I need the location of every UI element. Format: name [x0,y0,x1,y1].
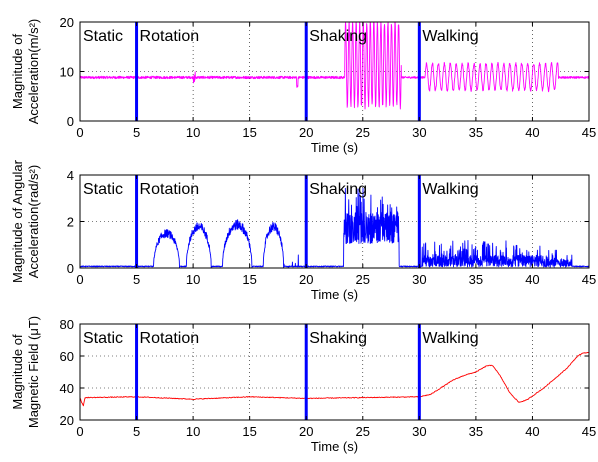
y-tick-label: 0 [67,114,74,129]
x-tick-label: 20 [299,125,313,140]
x-tick-label: 15 [242,125,256,140]
x-tick-label: 5 [133,272,140,287]
x-tick-label: 5 [133,125,140,140]
x-tick-label: 45 [582,424,596,439]
x-tick-label: 40 [525,424,539,439]
x-tick-label: 0 [76,125,83,140]
x-tick-label: 20 [299,272,313,287]
data-series-line [79,21,590,110]
panel-1: Static Rotation Shaking Walking 0 5 10 15 20 25 30… [10,15,596,155]
x-tick-label: 30 [412,272,426,287]
y-tick-label: 20 [60,413,74,428]
panel-3: Static Rotation Shaking Walking 0 5 10 15 20 25 30… [10,316,596,454]
x-tick-label: 40 [525,272,539,287]
x-tick-label: 30 [412,424,426,439]
x-tick-label: 10 [186,272,200,287]
x-tick-label: 0 [76,272,83,287]
y-axis-label: Acceleration(rad/s²) [26,165,41,278]
x-tick-label: 20 [299,424,313,439]
y-axis-label: Magnetic Field (μT) [26,316,41,428]
x-tick-label: 25 [356,424,370,439]
y-tick-label: 80 [60,317,74,332]
x-tick-label: 5 [133,424,140,439]
x-tick-label: 15 [242,424,256,439]
x-tick-label: 0 [76,424,83,439]
phase-label: Static [83,181,123,198]
x-tick-label: 35 [469,272,483,287]
y-axis-label: Acceleration(m/s²) [26,19,41,124]
y-tick-label: 20 [60,15,74,30]
x-axis-label: Time (s) [311,140,358,155]
x-tick-label: 10 [186,424,200,439]
y-tick-label: 10 [60,65,74,80]
x-tick-label: 25 [356,272,370,287]
y-tick-label: 2 [67,215,74,230]
y-tick-label: 0 [67,261,74,276]
y-axis-label: Magnitude of [10,34,25,110]
x-tick-label: 45 [582,272,596,287]
phase-label: Static [83,28,123,45]
phase-label: Walking [422,330,478,347]
data-series-line [79,187,590,269]
phase-label: Shaking [309,181,367,198]
y-axis-label: Magnitude of [10,334,25,410]
x-tick-label: 10 [186,125,200,140]
x-tick-label: 35 [469,125,483,140]
y-tick-label: 60 [60,349,74,364]
x-tick-label: 25 [356,125,370,140]
phase-label: Static [83,330,123,347]
phase-label: Shaking [309,28,367,45]
x-tick-label: 30 [412,125,426,140]
x-tick-label: 15 [242,272,256,287]
data-series-line [79,351,590,407]
phase-label: Shaking [309,330,367,347]
phase-label: Walking [422,181,478,198]
phase-label: Rotation [140,181,200,198]
x-tick-label: 35 [469,424,483,439]
x-axis-label: Time (s) [311,287,358,302]
x-tick-label: 40 [525,125,539,140]
phase-label: Rotation [140,330,200,347]
plot-frame [79,323,590,421]
phase-label: Rotation [140,28,200,45]
x-tick-label: 45 [582,125,596,140]
x-axis-label: Time (s) [311,439,358,454]
phase-label: Walking [422,28,478,45]
y-tick-label: 4 [67,168,74,183]
y-tick-label: 40 [60,381,74,396]
y-axis-label: Magnitude of Angular [10,159,25,283]
